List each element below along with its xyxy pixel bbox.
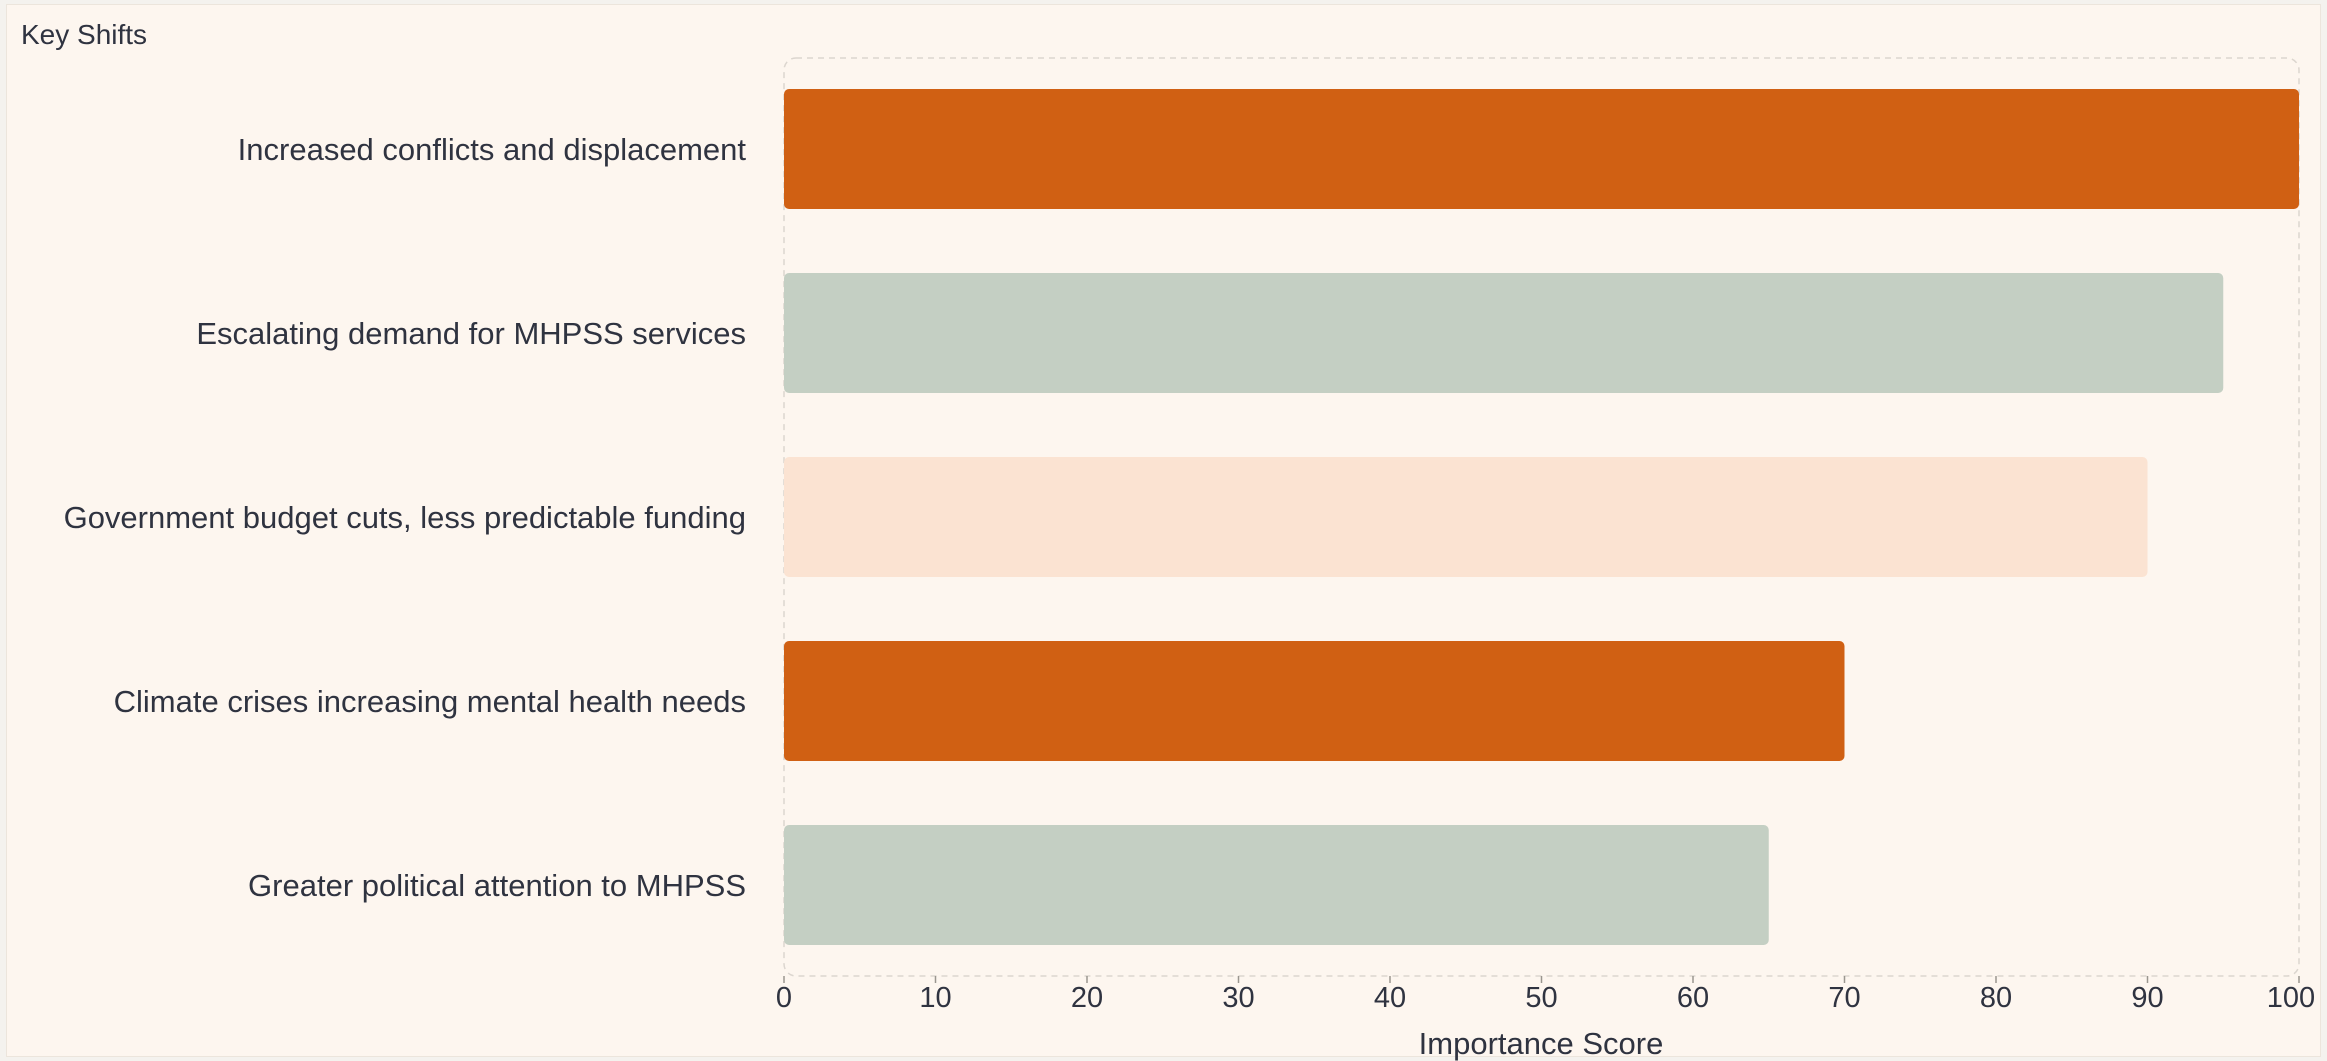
bar-5 [784, 825, 1769, 945]
x-tick-label: 30 [1222, 982, 1254, 1014]
x-tick-label: 70 [1828, 982, 1860, 1014]
x-tick-label: 0 [776, 982, 792, 1014]
x-tick-label: 50 [1525, 982, 1557, 1014]
bar-2 [784, 273, 2224, 393]
category-label: Increased conflicts and displacement [238, 132, 747, 167]
bar-1 [784, 89, 2299, 209]
x-tick-label: 60 [1677, 982, 1709, 1014]
x-tick-label: 80 [1980, 982, 2012, 1014]
category-label: Greater political attention to MHPSS [248, 868, 746, 903]
x-tick-label: 90 [2131, 982, 2163, 1014]
category-label: Government budget cuts, less predictable… [64, 500, 746, 535]
x-axis-title: Importance Score [1419, 1026, 1664, 1061]
category-label: Climate crises increasing mental health … [114, 684, 746, 719]
x-tick-label: 100 [2267, 982, 2315, 1014]
category-label: Escalating demand for MHPSS services [196, 316, 746, 351]
bar-3 [784, 457, 2148, 577]
x-tick-label: 10 [919, 982, 951, 1014]
x-tick-label: 20 [1071, 982, 1103, 1014]
bar-4 [784, 641, 1845, 761]
x-tick-label: 40 [1374, 982, 1406, 1014]
panel-title: Key Shifts [21, 19, 148, 50]
